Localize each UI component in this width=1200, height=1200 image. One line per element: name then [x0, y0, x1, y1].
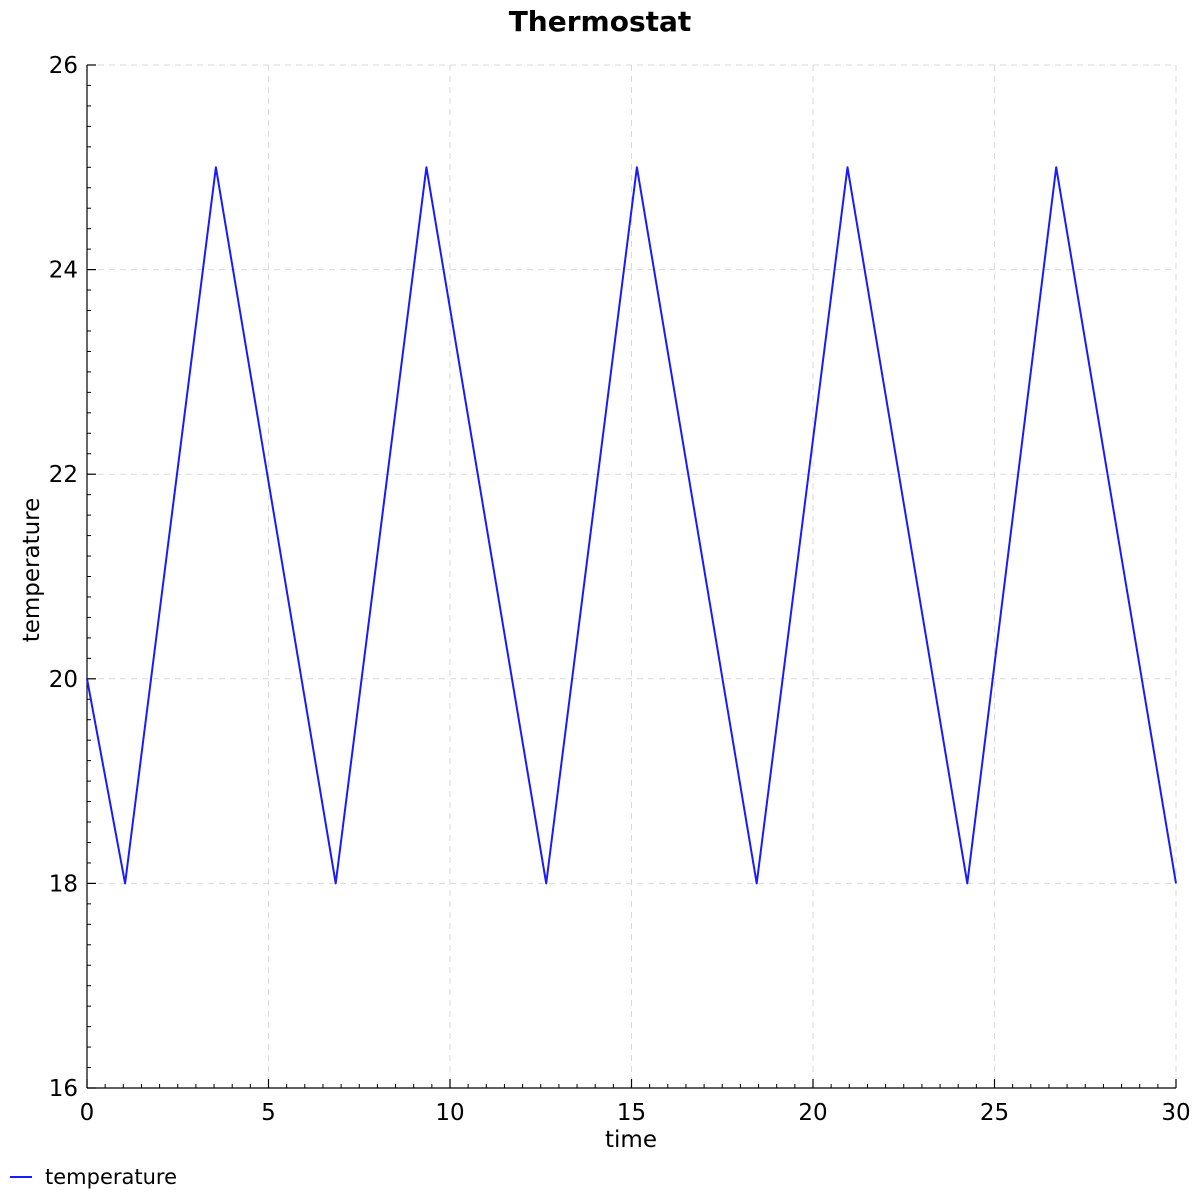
- legend: temperature: [10, 1165, 177, 1189]
- y-axis-label: temperature: [19, 498, 45, 643]
- x-tick-label: 5: [261, 1100, 276, 1126]
- grid-lines: [87, 64, 1177, 1088]
- y-tick-label: 16: [49, 1076, 78, 1102]
- y-tick-label: 20: [49, 667, 78, 693]
- chart-title: Thermostat: [509, 5, 692, 38]
- x-tick-label: 10: [435, 1100, 464, 1126]
- series-group: [86, 166, 1177, 885]
- x-tick-label: 25: [980, 1100, 1009, 1126]
- x-axis-label: time: [605, 1127, 657, 1153]
- y-tick-label: 18: [49, 871, 78, 897]
- axis-ticks: 0 5 10 15 20 25 30 16 18 20 22 24 26: [49, 53, 1191, 1126]
- y-tick-label: 22: [49, 462, 78, 488]
- legend-label-temperature: temperature: [45, 1165, 177, 1189]
- x-tick-label: 15: [617, 1100, 646, 1126]
- x-tick-label: 30: [1161, 1100, 1190, 1126]
- y-tick-label: 26: [49, 53, 78, 79]
- y-tick-label: 24: [49, 258, 78, 284]
- x-tick-label: 0: [80, 1100, 95, 1126]
- x-tick-label: 20: [798, 1100, 827, 1126]
- series-line-temperature: [86, 166, 1177, 885]
